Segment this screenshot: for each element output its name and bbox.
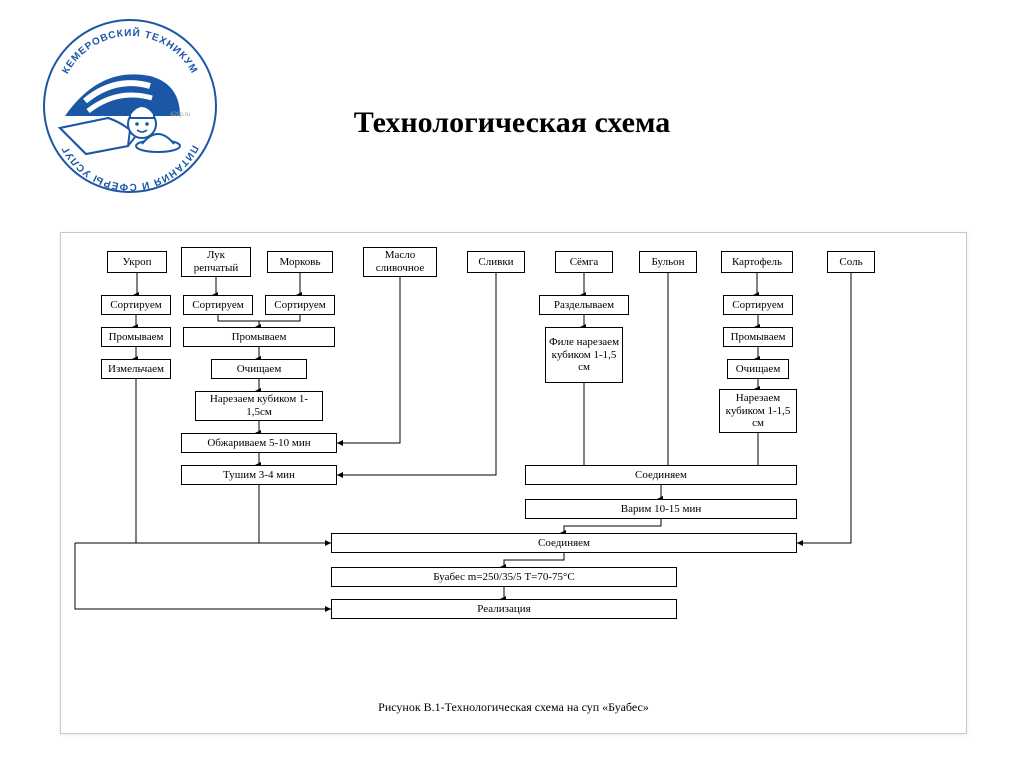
flowchart-diagram: Укроп Лук репчатый Морковь Масло сливочное С…: [61, 233, 966, 733]
flow-node-soed2: Соединяем: [331, 533, 797, 553]
flow-node-tush: Тушим 3-4 мин: [181, 465, 337, 485]
flow-node-luk: Лук репчатый: [181, 247, 251, 277]
flow-node-file: Филе нарезаем кубиком 1-1,5 см: [545, 327, 623, 383]
logo-ring-bottom: ПИТАНИЯ И СФЕРЫ УСЛУГ: [60, 143, 200, 192]
flow-node-promK: Промываем: [723, 327, 793, 347]
flow-node-narez15: Нарезаем кубиком 1-1,5см: [195, 391, 323, 421]
flow-node-morkov: Морковь: [267, 251, 333, 273]
flow-node-obzh: Обжариваем 5-10 мин: [181, 433, 337, 453]
flow-node-sort2: Сортируем: [183, 295, 253, 315]
flow-node-prom23: Промываем: [183, 327, 335, 347]
svg-text:ПИТАНИЯ И СФЕРЫ УСЛУГ: ПИТАНИЯ И СФЕРЫ УСЛУГ: [60, 143, 200, 192]
flow-node-ukrop: Укроп: [107, 251, 167, 273]
flow-node-prom1: Промываем: [101, 327, 171, 347]
flow-node-izmel: Измельчаем: [101, 359, 171, 379]
logo-ring-top: КЕМЕРОВСКИЙ ТЕХНИКУМ: [60, 26, 199, 76]
flow-node-realiz: Реализация: [331, 599, 677, 619]
flow-node-soed1: Соединяем: [525, 465, 797, 485]
flow-node-sort1: Сортируем: [101, 295, 171, 315]
flow-node-sol: Соль: [827, 251, 875, 273]
flow-node-narezK: Нарезаем кубиком 1-1,5 см: [719, 389, 797, 433]
diagram-frame: Укроп Лук репчатый Морковь Масло сливочное С…: [60, 232, 967, 734]
flow-node-buabes: Буабес m=250/35/5 Т=70-75°С: [331, 567, 677, 587]
flow-node-ochish: Очищаем: [211, 359, 307, 379]
diagram-caption: Рисунок В.1-Технологическая схема на суп…: [61, 700, 966, 715]
flow-node-semga: Сёмга: [555, 251, 613, 273]
flow-node-bulion: Бульон: [639, 251, 697, 273]
flow-node-slivki: Сливки: [467, 251, 525, 273]
flow-node-kartofel: Картофель: [721, 251, 793, 273]
flow-node-razdel: Разделываем: [539, 295, 629, 315]
page-title: Технологическая схема: [0, 106, 1024, 140]
flow-node-sort3: Сортируем: [265, 295, 335, 315]
flow-node-sortK: Сортируем: [723, 295, 793, 315]
svg-text:КЕМЕРОВСКИЙ ТЕХНИКУМ: КЕМЕРОВСКИЙ ТЕХНИКУМ: [60, 26, 199, 76]
flow-node-varim: Варим 10-15 мин: [525, 499, 797, 519]
flow-node-ochK: Очищаем: [727, 359, 789, 379]
flow-node-maslo: Масло сливочное: [363, 247, 437, 277]
